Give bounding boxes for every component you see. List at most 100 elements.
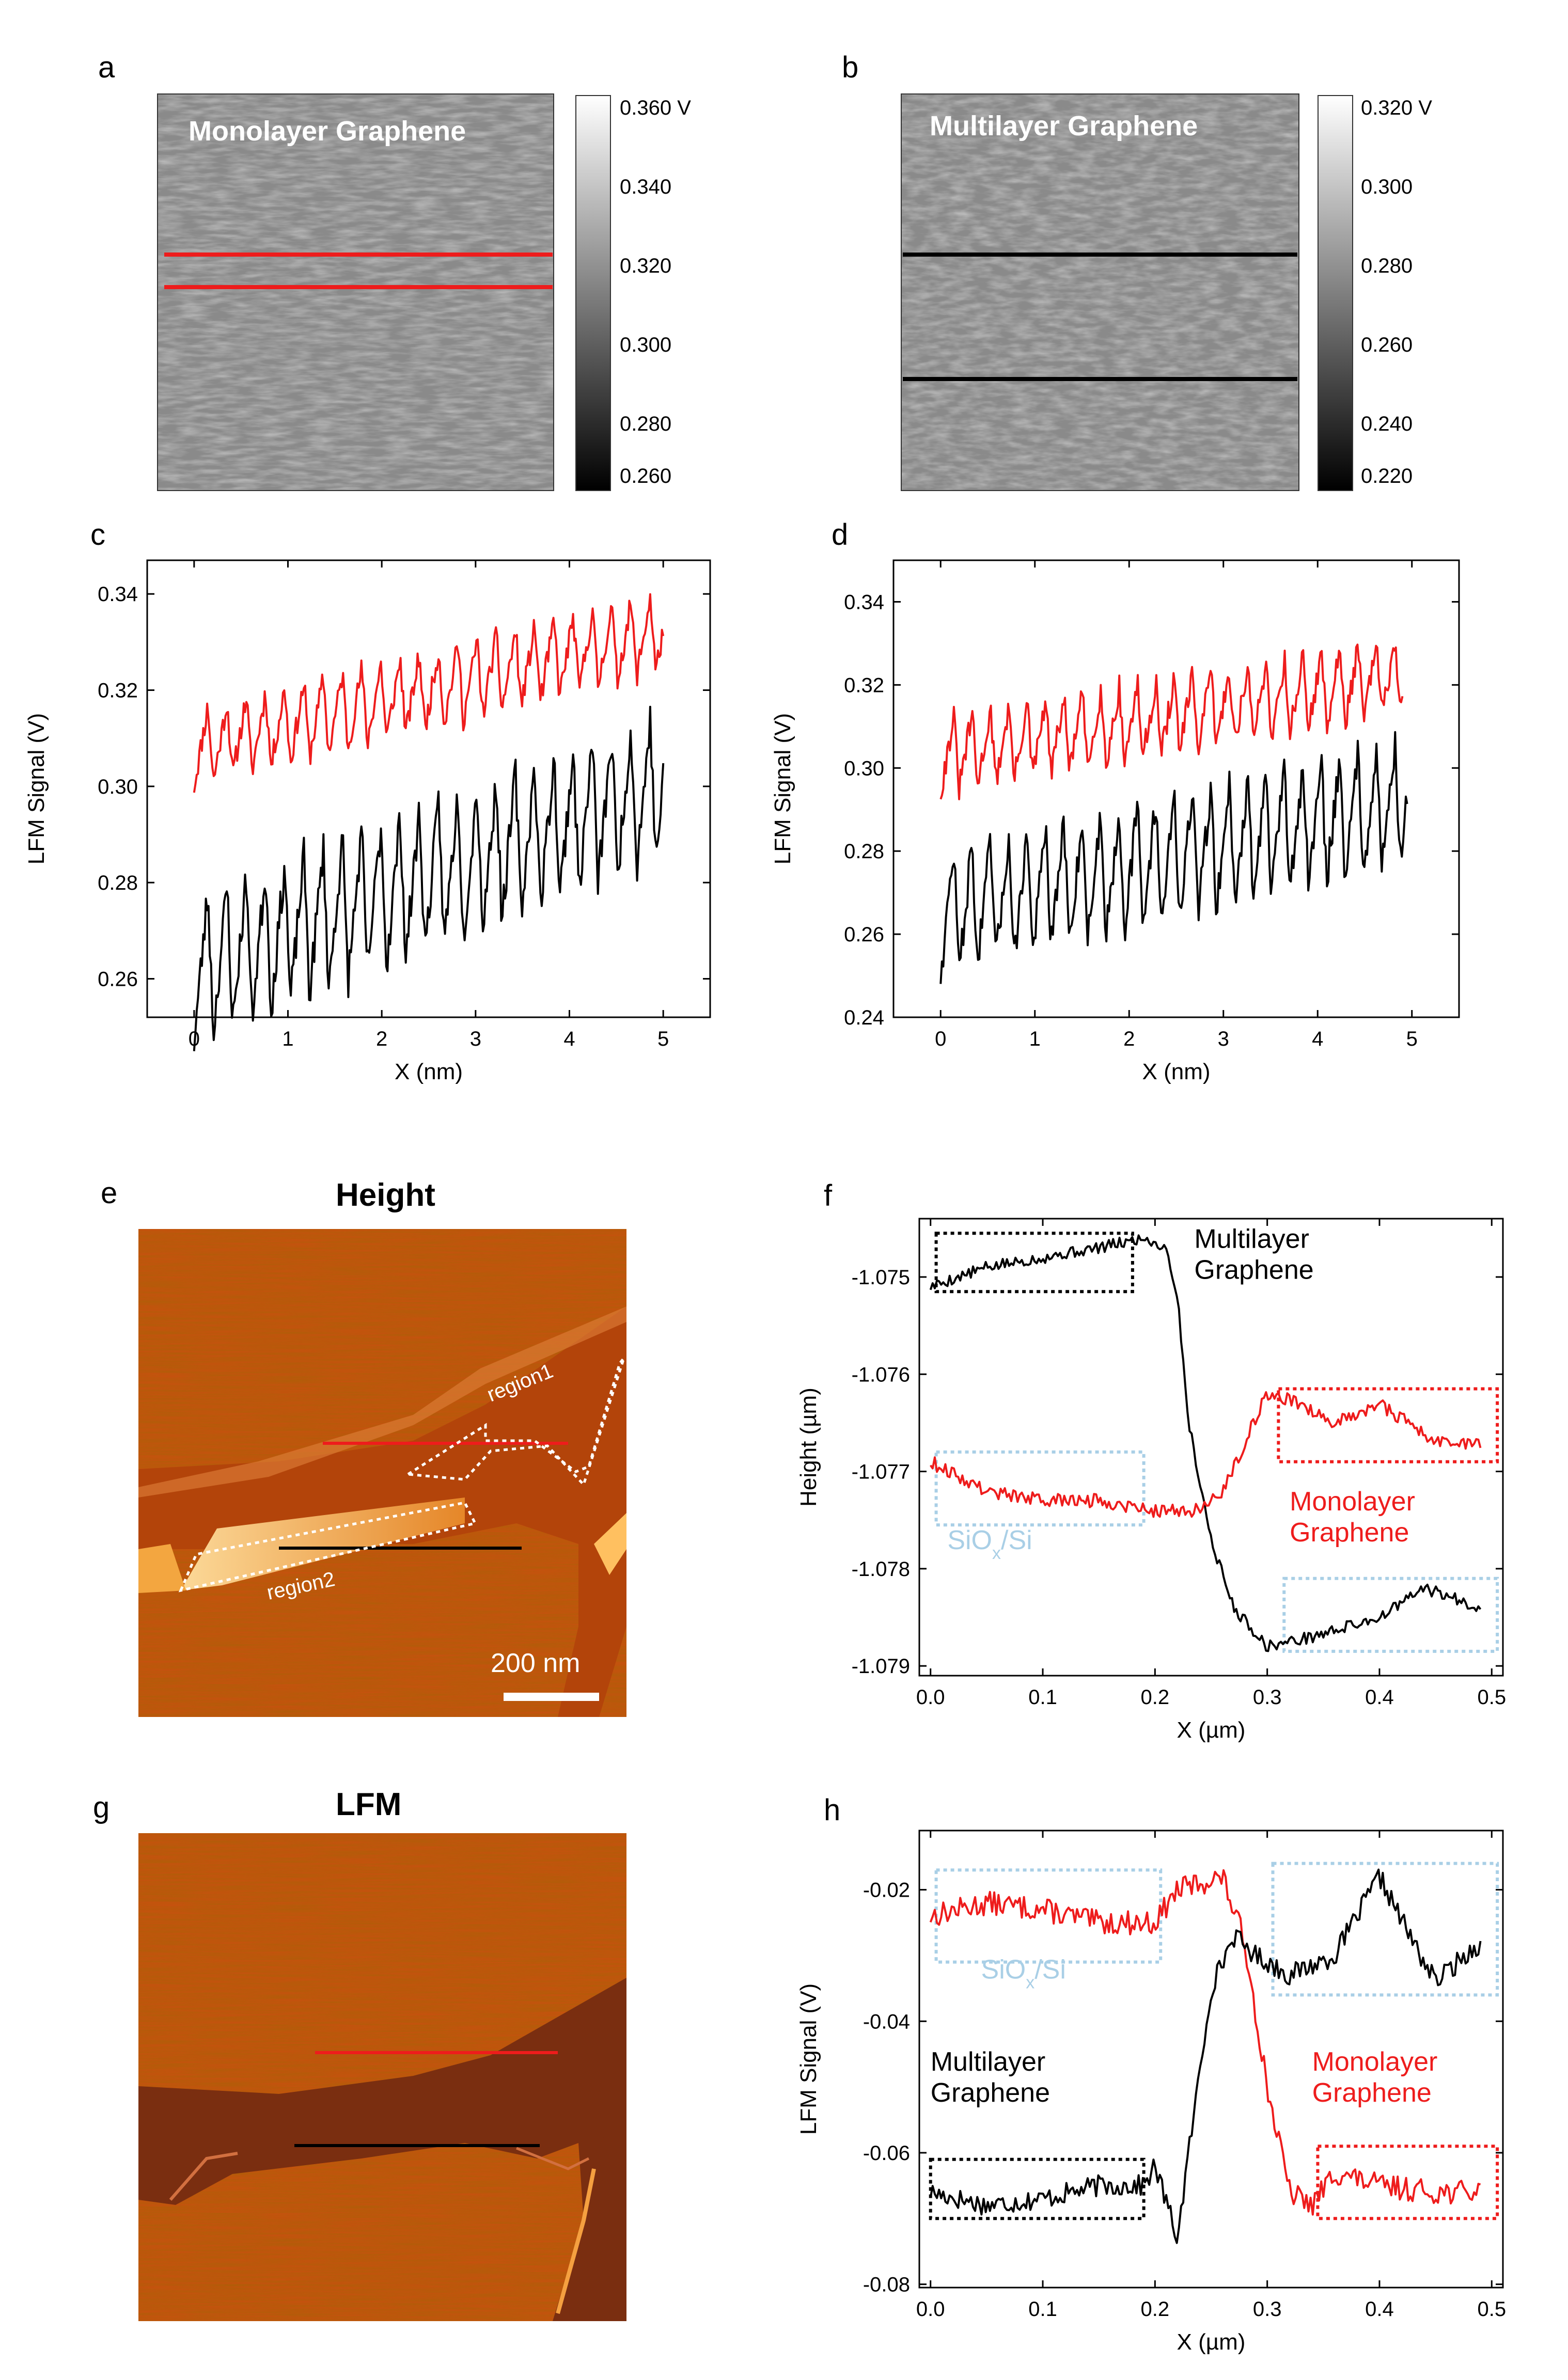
y-tick-label: 0.32 [844, 674, 884, 697]
colorbar-a-label: 0.260 [620, 465, 671, 487]
y-tick-label: -1.077 [852, 1461, 910, 1484]
x-axis-label: X (µm) [1177, 2329, 1246, 2355]
chart-d: 0 1 2 3 4 5 0.24 0.26 0.28 0.30 0.32 0.34 X (nm) LFM … [770, 559, 1460, 1084]
y-tick-label: 0.28 [98, 872, 138, 894]
x-tick-label: 0 [935, 1028, 946, 1050]
y-tick-label: -0.08 [863, 2274, 910, 2296]
series-line [929, 1869, 1481, 2216]
y-tick-label: -0.02 [863, 1879, 910, 1902]
colorbar-b-label: 0.240 [1361, 413, 1413, 435]
panel-label-f: f [824, 1179, 833, 1212]
x-tick-label: 0.0 [916, 1686, 945, 1709]
x-tick-label: 0.5 [1477, 2298, 1506, 2321]
x-axis-label: X (nm) [1142, 1059, 1211, 1084]
annotation: Multilayer Graphene [931, 2047, 1050, 2108]
x-tick-label: 1 [282, 1028, 293, 1050]
x-tick-label: 4 [1312, 1028, 1323, 1050]
image-title-lfm: LFM [336, 1787, 401, 1822]
colorbar-b-label: 0.260 [1361, 334, 1413, 356]
y-tick-label: 0.34 [844, 591, 884, 613]
colorbar-a-label: 0.340 [620, 176, 671, 198]
x-tick-label: 0.1 [1028, 2298, 1057, 2321]
x-tick-label: 0.0 [916, 2298, 945, 2321]
panel-label-g: g [93, 1791, 109, 1824]
region-box [1277, 1387, 1499, 1463]
colorbar-b: 0.320 V 0.300 0.280 0.260 0.240 0.220 [1318, 95, 1432, 491]
stm-image-multilayer [901, 93, 1299, 491]
panel-label-b: b [842, 51, 858, 84]
panel-label-h: h [824, 1793, 840, 1827]
image-title-height: Height [336, 1177, 435, 1213]
annotation: Monolayer Graphene [1312, 2047, 1438, 2108]
x-tick-label: 0.1 [1028, 1686, 1057, 1709]
x-axis-label: X (µm) [1177, 1717, 1246, 1743]
plot-frame [146, 559, 711, 1018]
plot-frame [918, 1218, 1504, 1677]
x-tick-label: 0.2 [1141, 2298, 1170, 2321]
y-tick-label: 0.30 [98, 776, 138, 798]
afm-lfm-image [138, 1833, 626, 2321]
series-line [193, 593, 665, 793]
y-tick-label: 0.26 [98, 968, 138, 990]
panel-label-c: c [90, 518, 105, 551]
colorbar-b-label: 0.320 V [1361, 97, 1432, 119]
region1-outline [404, 1357, 625, 1487]
y-tick-label: -1.076 [852, 1363, 910, 1386]
series-line [939, 731, 1408, 984]
x-tick-label: 5 [657, 1028, 669, 1050]
series-line [193, 705, 665, 1051]
x-tick-label: 0.5 [1477, 1686, 1506, 1709]
region-box [1282, 1577, 1499, 1653]
scale-bar [504, 1693, 599, 1701]
x-tick-label: 0.3 [1253, 1686, 1282, 1709]
region-box [1271, 1862, 1499, 1997]
series-line [930, 1391, 1482, 1518]
region-box [934, 1450, 1146, 1527]
x-tick-label: 3 [470, 1028, 481, 1050]
y-axis-label: LFM Signal (V) [770, 713, 795, 864]
y-tick-label: 0.34 [98, 583, 138, 606]
y-tick-label: -0.04 [863, 2010, 910, 2033]
chart-h: 0.0 0.1 0.2 0.3 0.4 0.5 -0.02 -0.04 -0.06 -0.08 X … [796, 1830, 1506, 2355]
plot-frame [892, 559, 1460, 1018]
scale-bar-label: 200 nm [491, 1648, 580, 1678]
colorbar-a-label: 0.280 [620, 413, 671, 435]
panel-label-a: a [98, 51, 115, 84]
y-tick-label: -0.06 [863, 2142, 910, 2165]
x-tick-label: 0.4 [1365, 1686, 1394, 1709]
y-axis-label: LFM Signal (V) [796, 1983, 821, 2135]
afm-height-image [138, 1229, 626, 1717]
x-tick-label: 4 [563, 1028, 575, 1050]
image-title-monolayer: Monolayer Graphene [189, 116, 466, 147]
annotation: SiOx/Si [947, 1525, 1032, 1563]
y-tick-label: 0.30 [844, 757, 884, 780]
x-tick-label: 5 [1406, 1028, 1418, 1050]
x-tick-label: 2 [1123, 1028, 1135, 1050]
y-tick-label: -1.078 [852, 1558, 910, 1581]
x-tick-label: 1 [1029, 1028, 1041, 1050]
x-tick-label: 0.2 [1141, 1686, 1170, 1709]
x-axis-label: X (nm) [395, 1059, 463, 1084]
colorbar-b-label: 0.300 [1361, 176, 1413, 198]
stm-image-monolayer [157, 93, 554, 491]
colorbar-b-label: 0.220 [1361, 465, 1413, 487]
region2-outline [178, 1501, 477, 1593]
y-tick-label: 0.28 [844, 840, 884, 863]
y-tick-label: -1.079 [852, 1655, 910, 1678]
y-tick-label: 0.24 [844, 1006, 884, 1029]
panel-label-d: d [832, 518, 848, 551]
chart-f: 0.0 0.1 0.2 0.3 0.4 0.5 -1.075 -1.076 -1.077 -1.0… [796, 1218, 1506, 1743]
series-line [939, 643, 1404, 800]
y-axis-label: LFM Signal (V) [24, 713, 49, 864]
annotation: Multilayer Graphene [1194, 1224, 1313, 1285]
plot-frame [918, 1830, 1504, 2289]
x-tick-label: 0.3 [1253, 2298, 1282, 2321]
x-tick-label: 2 [376, 1028, 387, 1050]
annotation: SiOx/Si [981, 1955, 1066, 1993]
x-tick-label: 0.4 [1365, 2298, 1394, 2321]
colorbar-a: 0.360 V 0.340 0.320 0.300 0.280 0.260 [575, 95, 691, 491]
series-line [929, 1868, 1482, 2244]
region-box [1316, 2145, 1499, 2220]
colorbar-b-label: 0.280 [1361, 255, 1413, 277]
